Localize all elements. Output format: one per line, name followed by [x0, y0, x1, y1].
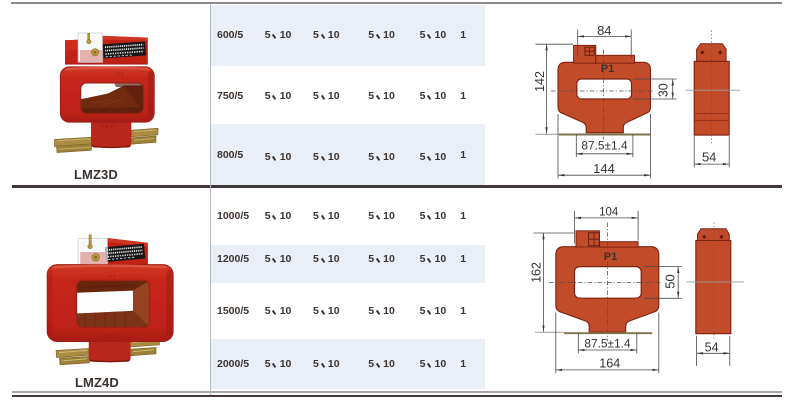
svg-text:144: 144 [593, 161, 615, 176]
svg-text:50: 50 [662, 274, 677, 288]
svg-text:CM 11: CM 11 [102, 334, 117, 340]
svg-text:142: 142 [533, 71, 547, 92]
svg-text:104: 104 [599, 206, 619, 218]
svg-text:P1: P1 [108, 275, 117, 282]
svg-text:P1: P1 [604, 251, 617, 263]
svg-text:84: 84 [597, 23, 611, 38]
svg-text:162: 162 [529, 262, 543, 283]
svg-text:CM 11: CM 11 [101, 125, 116, 131]
svg-text:87.5±1.4: 87.5±1.4 [584, 337, 631, 351]
svg-text:164: 164 [599, 356, 620, 370]
svg-text:87.5±1.4: 87.5±1.4 [581, 139, 628, 153]
svg-text:54: 54 [702, 150, 716, 165]
svg-text:30: 30 [657, 83, 671, 97]
svg-text:P1: P1 [601, 63, 614, 75]
svg-text:54: 54 [705, 341, 719, 355]
svg-text:P1: P1 [116, 71, 124, 78]
